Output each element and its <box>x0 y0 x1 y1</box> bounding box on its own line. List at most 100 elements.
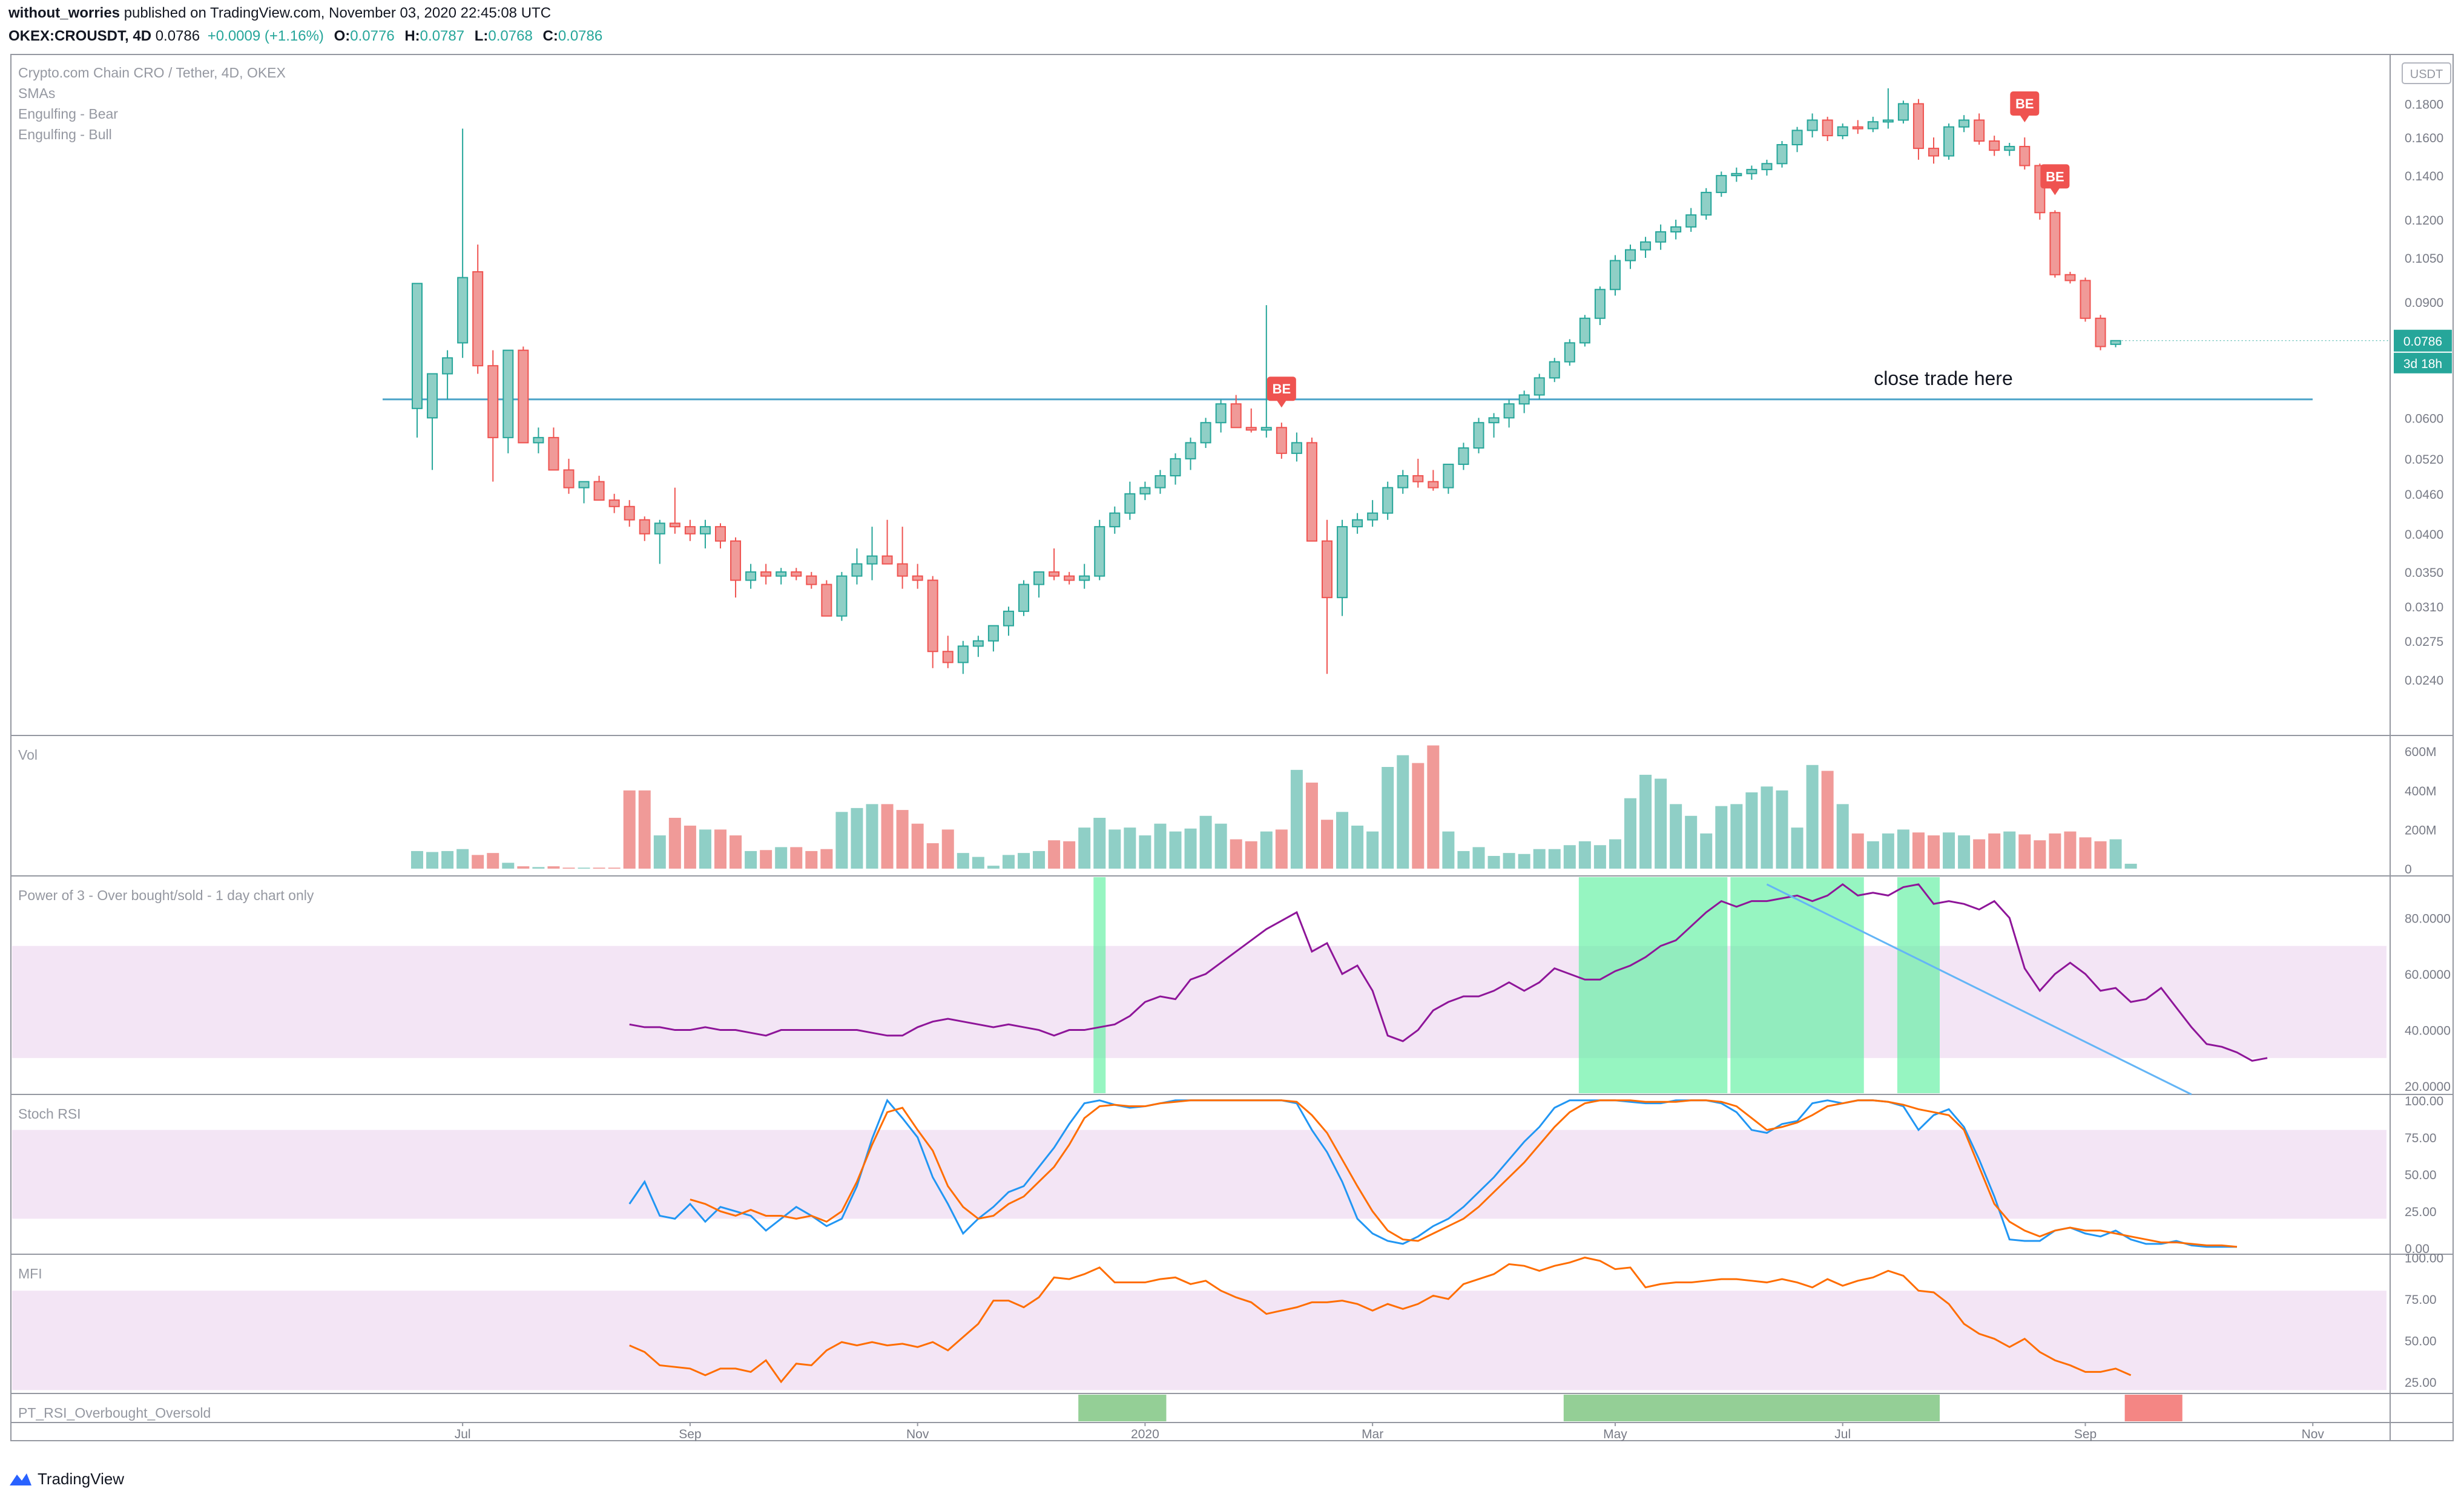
candle-body <box>760 571 772 577</box>
low-label: L: <box>474 28 489 44</box>
volume-tick-label: 200M <box>2405 823 2437 837</box>
author-name[interactable]: without_worries <box>8 5 120 21</box>
volume-bar <box>896 810 909 869</box>
tradingview-logo-icon <box>10 1473 31 1486</box>
price-tick-label: 0.0310 <box>2405 600 2443 614</box>
mfi-tick-label: 25.00 <box>2405 1376 2437 1390</box>
volume-bar <box>1033 850 1046 869</box>
candle-body <box>1912 103 1924 150</box>
volume-bar <box>1700 833 1713 869</box>
candle-body <box>1428 481 1439 488</box>
candle-body <box>1518 394 1530 405</box>
volume-bar <box>1018 853 1030 869</box>
volume-bar <box>745 850 757 869</box>
volume-bar <box>1427 745 1440 869</box>
power3-signal-bar <box>1093 877 1106 1093</box>
volume-bar <box>1442 831 1455 869</box>
volume-bar <box>1624 798 1636 869</box>
tradingview-logo[interactable]: TradingView <box>8 1469 124 1493</box>
candle-body <box>654 522 665 535</box>
chart-canvas[interactable]: Crypto.com Chain CRO / Tether, 4D, OKEX S… <box>0 48 2464 1465</box>
volume-bar <box>593 867 605 869</box>
engulfing-bear-pointer <box>2020 115 2030 123</box>
volume-bar <box>1593 845 1606 869</box>
power3-tick-label: 80.0000 <box>2405 912 2451 926</box>
candle-body <box>1306 442 1317 542</box>
mfi-tick-label: 100.00 <box>2405 1251 2443 1265</box>
volume-bar <box>1670 804 1682 869</box>
volume-bar <box>1730 804 1743 869</box>
time-tick-label: Jul <box>455 1427 471 1441</box>
candle-body <box>1731 173 1742 177</box>
candle-body <box>1003 610 1014 627</box>
volume-bar <box>2003 831 2016 869</box>
candle-body <box>472 271 484 367</box>
volume-bar <box>2124 863 2137 869</box>
candle-body <box>548 436 559 471</box>
volume-bar <box>1351 825 1364 869</box>
candle-body <box>866 555 878 565</box>
price-tick-label: 0.1200 <box>2405 214 2443 228</box>
stoch-d-line <box>690 1099 2238 1248</box>
candle-body <box>533 436 544 444</box>
volume-bar <box>866 804 878 869</box>
last-price-badge <box>2394 329 2452 352</box>
candle-body <box>1989 140 2000 151</box>
volume-bar <box>562 867 575 869</box>
candle-body <box>684 526 696 535</box>
candle-body <box>1382 487 1394 514</box>
volume-bar <box>1002 855 1015 869</box>
volume-bar <box>653 835 666 869</box>
engulfing-bear-pointer <box>2050 188 2060 196</box>
engulfing-bear-pointer <box>1276 400 1286 408</box>
candle-body <box>639 519 650 535</box>
power3-signal-bar <box>1730 877 1864 1093</box>
time-tick-label: Sep <box>2074 1427 2097 1441</box>
candle-body <box>1503 403 1515 419</box>
volume-bar <box>502 863 515 869</box>
volume-bar <box>1791 827 1804 869</box>
engulfing-bear-label: BE <box>2015 96 2034 111</box>
candle-body <box>1458 447 1469 465</box>
candle-body <box>1155 475 1166 488</box>
currency-badge-label: USDT <box>2410 68 2443 81</box>
volume-bar <box>1199 815 1212 869</box>
mfi-line <box>629 1256 2132 1384</box>
volume-bar <box>623 790 636 869</box>
volume-bar <box>1382 767 1394 869</box>
power3-signal-bar <box>1897 877 1940 1093</box>
candle-body <box>1276 427 1287 454</box>
volume-bar <box>1533 849 1546 869</box>
volume-bar <box>1184 828 1197 869</box>
candle-body <box>1079 575 1090 581</box>
candle-body <box>699 526 711 535</box>
symbol-label[interactable]: OKEX:CROUSDT, 4D <box>8 28 152 44</box>
high-value: 0.0787 <box>420 28 465 44</box>
countdown-badge <box>2394 352 2452 373</box>
candle-body <box>1018 584 1029 612</box>
candle-body <box>2110 340 2121 345</box>
candle-body <box>2064 274 2076 281</box>
volume-bar <box>1124 827 1136 869</box>
pt-rsi-block <box>1563 1395 1940 1421</box>
volume-bar <box>2034 840 2046 869</box>
tradingview-brand: TradingView <box>38 1469 125 1488</box>
candle-body <box>942 651 954 663</box>
volume-bar <box>881 804 894 869</box>
volume-bar <box>2094 841 2107 869</box>
candle-body <box>487 365 499 438</box>
volume-bar <box>1108 829 1121 869</box>
candle-body <box>2049 212 2061 275</box>
volume-bar <box>517 866 530 869</box>
candle-body <box>1867 121 1879 130</box>
volume-bar <box>547 866 560 869</box>
volume-bar <box>1776 790 1788 869</box>
candle-body <box>1594 289 1606 319</box>
chart-frame <box>10 54 2454 1441</box>
volume-bar <box>1397 755 1409 869</box>
candle-body <box>806 575 817 585</box>
engulfing-bear-marker <box>2040 164 2070 189</box>
stoch-tick-label: 50.00 <box>2405 1168 2437 1182</box>
volume-bar <box>1821 771 1834 869</box>
volume-bar <box>1943 832 1955 869</box>
